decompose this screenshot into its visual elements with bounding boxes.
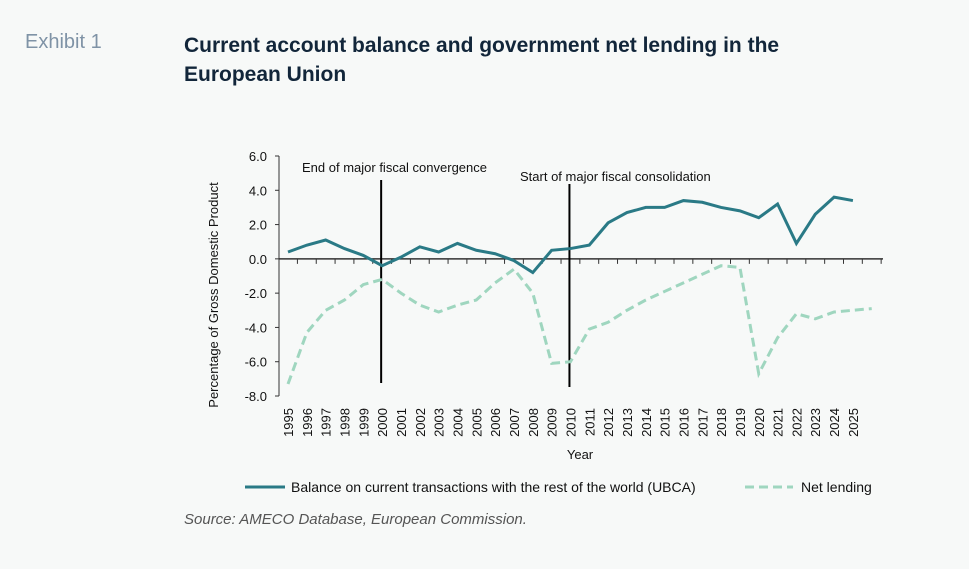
x-tick-label: 2003 [432, 408, 447, 437]
x-tick-label: 2016 [676, 408, 691, 437]
source-note: Source: AMECO Database, European Commiss… [184, 511, 527, 528]
y-axis-label: Percentage of Gross Domestic Product [206, 182, 221, 408]
legend-label: Balance on current transactions with the… [291, 479, 696, 495]
annotation: Start of major fiscal consolidation [520, 169, 711, 184]
y-tick-label: -4.0 [245, 320, 267, 335]
x-tick-label: 2008 [526, 408, 541, 437]
y-tick-label: 0.0 [249, 252, 267, 267]
x-tick-label: 2000 [375, 408, 390, 437]
x-tick-label: 1996 [300, 408, 315, 437]
exhibit-label: Exhibit 1 [25, 31, 102, 53]
chart-title: Current account balance and government n… [184, 34, 780, 86]
legend-label: Net lending [801, 479, 872, 495]
x-tick-label: 2004 [450, 408, 465, 437]
series-line [287, 195, 854, 275]
x-tick-label: 2006 [488, 408, 503, 437]
x-tick-label: 2005 [469, 408, 484, 437]
x-tick-label: 2007 [507, 408, 522, 437]
x-tick-label: 1995 [281, 408, 296, 437]
x-tick-label: 1999 [356, 408, 371, 437]
x-tick-label: 2019 [733, 408, 748, 437]
x-tick-label: 2002 [413, 408, 428, 437]
annotation: End of major fiscal convergence [302, 160, 487, 175]
x-tick-label: 2018 [714, 408, 729, 437]
x-tick-label: 2011 [582, 408, 597, 436]
x-tick-label: 1998 [337, 408, 352, 437]
x-tick-label: 1997 [319, 408, 334, 437]
y-tick-label: 2.0 [249, 218, 267, 233]
x-tick-label: 2015 [658, 408, 673, 437]
x-tick-label: 2021 [771, 408, 786, 437]
x-tick-label: 2017 [695, 408, 710, 437]
x-tick-label: 2012 [601, 408, 616, 437]
series-line [286, 264, 872, 385]
y-tick-label: -8.0 [245, 389, 267, 404]
y-tick-label: 6.0 [249, 149, 267, 164]
x-tick-label: 2024 [827, 408, 842, 437]
x-tick-label: 2025 [846, 408, 861, 437]
x-tick-label: 2014 [639, 408, 654, 437]
x-axis-label: Year [567, 447, 594, 462]
x-tick-label: 2020 [752, 408, 767, 437]
x-tick-label: 2010 [563, 408, 578, 437]
y-tick-label: -6.0 [245, 355, 267, 370]
y-tick-label: 4.0 [249, 183, 267, 198]
x-tick-label: 2023 [808, 408, 823, 437]
x-tick-label: 2009 [545, 408, 560, 437]
x-tick-label: 2022 [789, 408, 804, 437]
y-tick-label: -2.0 [245, 286, 267, 301]
x-tick-label: 2001 [394, 408, 409, 437]
x-tick-label: 2013 [620, 408, 635, 437]
